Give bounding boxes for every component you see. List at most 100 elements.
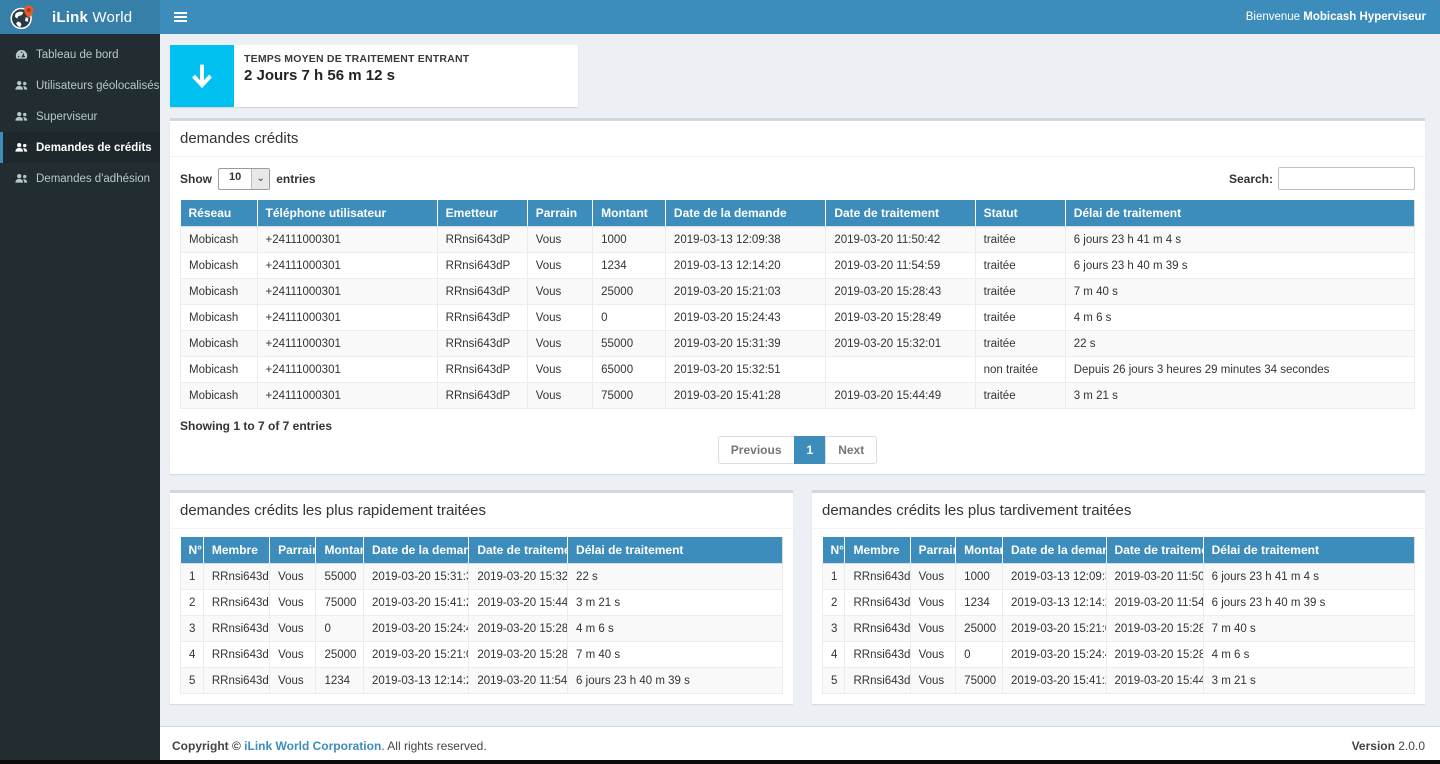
column-header[interactable]: Parrain — [910, 537, 957, 564]
sidebar-item-superviseur[interactable]: Superviseur — [0, 101, 160, 132]
column-header[interactable]: Parrain — [527, 200, 594, 227]
cell: RRnsi643dP — [436, 278, 528, 305]
cell: 2019-03-20 15:41:28 — [1001, 667, 1107, 694]
cell: Mobicash — [180, 252, 258, 279]
cell: 4 m 6 s — [567, 615, 783, 642]
table-row: Mobicash +24111000301 RRnsi643dP Vous 25000 2… — [180, 278, 1416, 305]
cell: Mobicash — [180, 382, 258, 409]
cell: 22 s — [567, 563, 783, 590]
table-row: Mobicash +24111000301 RRnsi643dP Vous 1000 20… — [180, 226, 1416, 253]
hamburger-menu-icon[interactable] — [160, 0, 200, 34]
cell: 2019-03-20 15:21:03 — [362, 641, 470, 668]
cell: traitée — [974, 252, 1066, 279]
sidebar-item-label: Demandes d'adhésion — [36, 172, 151, 185]
pagination-page-1-button[interactable]: 1 — [793, 436, 827, 464]
cell: Vous — [269, 589, 317, 616]
globe-pin-icon — [9, 4, 36, 31]
cell: 4 m 6 s — [1202, 641, 1416, 668]
sidebar-item-utilisateurs-geolocalises[interactable]: Utilisateurs géolocalisés — [0, 70, 160, 101]
column-header[interactable]: Date de traitement — [1106, 537, 1204, 564]
column-header[interactable]: N° — [180, 537, 204, 564]
column-header[interactable]: Téléphone utilisateur — [257, 200, 438, 227]
sidebar-item-demandes-de-credits[interactable]: Demandes de crédits — [0, 132, 160, 163]
company-link[interactable]: iLink World Corporation — [244, 738, 382, 753]
table-header-row: N° Membre Parrain Montant Date de la dem… — [180, 537, 783, 564]
cell: +24111000301 — [256, 252, 438, 279]
cell: RRnsi643dP — [436, 330, 528, 357]
cell: RRnsi643dP — [844, 667, 911, 694]
column-header[interactable]: Délai de traitement — [567, 537, 783, 564]
sidebar-item-label: Demandes de crédits — [36, 141, 152, 154]
search-control: Search: — [1229, 167, 1415, 190]
show-label: Show — [180, 171, 212, 186]
stat-label: TEMPS MOYEN DE TRAITEMENT ENTRANT — [244, 53, 470, 65]
table-row: 5RRnsi643dPVous12342019-03-13 12:14:2020… — [180, 667, 783, 694]
panel-title: demandes crédits — [170, 121, 1425, 157]
table-row: 3RRnsi643dPVous02019-03-20 15:24:432019-… — [180, 615, 783, 642]
cell: traitée — [974, 382, 1066, 409]
cell: 2019-03-20 11:54:59 — [825, 252, 976, 279]
cell: Vous — [526, 278, 594, 305]
column-header[interactable]: Délai de traitement — [1065, 200, 1416, 227]
column-header[interactable]: Statut — [975, 200, 1066, 227]
sidebar-item-label: Utilisateurs géolocalisés — [36, 79, 160, 92]
cell: RRnsi643dP — [436, 356, 528, 383]
pagination-next-button[interactable]: Next — [825, 436, 878, 464]
column-header[interactable]: Membre — [844, 537, 911, 564]
cell: Depuis 26 jours 3 heures 29 minutes 34 s… — [1064, 356, 1416, 383]
cell: 2019-03-20 11:54:59 — [1105, 589, 1204, 616]
column-header[interactable]: Parrain — [269, 537, 317, 564]
column-header[interactable]: Date de traitement — [825, 200, 976, 227]
column-header[interactable]: Date de la demande — [1002, 537, 1107, 564]
cell: 75000 — [592, 382, 666, 409]
tardivement-traitees-table: N° Membre Parrain Montant Date de la dem… — [821, 537, 1416, 694]
sidebar-menu: Tableau de bord Utilisateurs géolocalisé… — [0, 34, 160, 194]
cell: 2 — [821, 589, 846, 616]
column-header[interactable]: Emetteur — [437, 200, 528, 227]
page-size-select[interactable]: 10 ⌄ — [218, 167, 271, 190]
column-header[interactable]: Délai de traitement — [1203, 537, 1416, 564]
table-row: 4RRnsi643dPVous02019-03-20 15:24:432019-… — [821, 641, 1416, 668]
cell: +24111000301 — [256, 304, 438, 331]
sidebar-item-tableau-de-bord[interactable]: Tableau de bord — [0, 39, 160, 70]
column-header[interactable]: Réseau — [180, 200, 258, 227]
cell: Mobicash — [180, 304, 258, 331]
column-header[interactable]: Date de la demande — [665, 200, 827, 227]
column-header[interactable]: N° — [822, 537, 846, 564]
table-header-row: Réseau Téléphone utilisateur Emetteur Pa… — [180, 200, 1416, 227]
cell: 4 — [180, 641, 204, 668]
cell: traitée — [974, 278, 1066, 305]
sidebar-item-demandes-d-adhesion[interactable]: Demandes d'adhésion — [0, 163, 160, 194]
sidebar-item-label: Tableau de bord — [36, 48, 119, 61]
table-row: Mobicash +24111000301 RRnsi643dP Vous 1234 20… — [180, 252, 1416, 279]
pagination-previous-button[interactable]: Previous — [717, 436, 795, 464]
cell: 55000 — [592, 330, 666, 357]
column-header[interactable]: Date de la demande — [363, 537, 470, 564]
cell: 6 jours 23 h 40 m 39 s — [1202, 589, 1416, 616]
table-row: Mobicash +24111000301 RRnsi643dP Vous 55000 2… — [180, 330, 1416, 357]
cell: 7 m 40 s — [1202, 615, 1416, 642]
column-header[interactable]: Date de traitement — [468, 537, 569, 564]
table-header-row: N° Membre Parrain Montant Date de la dem… — [822, 537, 1416, 564]
cell: 2019-03-20 15:28:49 — [468, 615, 569, 642]
entries-label: entries — [276, 171, 316, 186]
cell: 1 — [821, 563, 846, 590]
cell: Vous — [269, 615, 317, 642]
column-header[interactable]: Membre — [203, 537, 271, 564]
column-header[interactable]: Montant — [315, 537, 364, 564]
cell: 2019-03-20 15:28:49 — [825, 304, 976, 331]
copyright-text: Copyright © iLink World Corporation. All… — [172, 738, 487, 753]
arrow-down-icon — [170, 45, 234, 107]
table-row: 2RRnsi643dPVous750002019-03-20 15:41:282… — [180, 589, 783, 616]
cell: 75000 — [955, 667, 1003, 694]
column-header[interactable]: Montant — [955, 537, 1003, 564]
cell — [825, 356, 976, 383]
search-input[interactable] — [1278, 167, 1415, 190]
cell: RRnsi643dP — [202, 563, 271, 590]
cell: RRnsi643dP — [844, 615, 911, 642]
table-row: Mobicash +24111000301 RRnsi643dP Vous 75000 2… — [180, 382, 1416, 409]
brand-logo[interactable]: iLink World — [0, 0, 160, 34]
cell: Mobicash — [180, 226, 258, 253]
column-header[interactable]: Montant — [592, 200, 666, 227]
cell: 3 m 21 s — [1064, 382, 1416, 409]
